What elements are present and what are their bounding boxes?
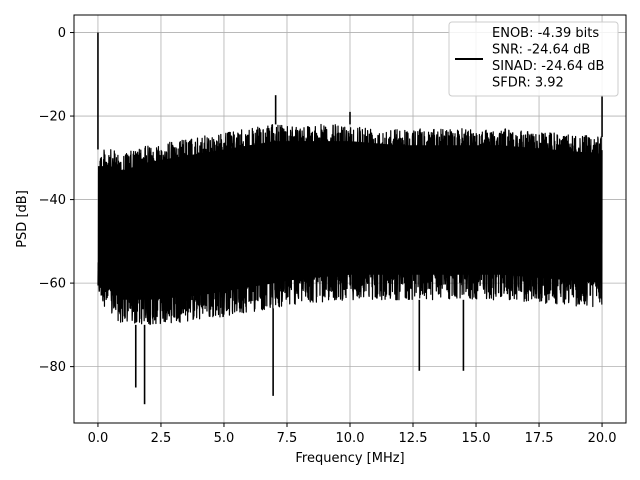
x-tick-label: 12.5	[399, 431, 428, 446]
y-tick-label: 0	[58, 26, 66, 41]
legend: ENOB: -4.39 bits SNR: -24.64 dB SINAD: -…	[448, 21, 619, 97]
legend-sfdr: SFDR: 3.92	[492, 76, 564, 91]
data-layer	[97, 32, 603, 405]
x-tick-label: 15.0	[462, 431, 491, 446]
x-axis-label: Frequency [MHz]	[295, 451, 404, 466]
y-tick-label: −80	[39, 360, 66, 375]
x-tick-label: 20.0	[588, 431, 617, 446]
legend-sinad: SINAD: -24.64 dB	[492, 59, 604, 74]
x-axis: 0.0 2.5 5.0 7.5 10.0 12.5 15.0 17.5 20.0	[88, 423, 617, 446]
x-tick-label: 7.5	[277, 431, 298, 446]
legend-enob: ENOB: -4.39 bits	[492, 26, 599, 41]
legend-box	[448, 21, 619, 97]
y-tick-label: −20	[39, 110, 66, 125]
psd-noise-band	[97, 141, 603, 300]
x-tick-label: 5.0	[214, 431, 235, 446]
x-tick-label: 17.5	[525, 431, 554, 446]
legend-snr: SNR: -24.64 dB	[492, 43, 590, 58]
y-axis-label: PSD [dB]	[15, 190, 30, 248]
x-tick-label: 10.0	[336, 431, 365, 446]
y-axis: 0 −20 −40 −60 −80	[39, 26, 74, 375]
y-tick-label: −60	[39, 277, 66, 292]
x-tick-label: 2.5	[151, 431, 172, 446]
x-tick-label: 0.0	[88, 431, 109, 446]
y-tick-label: −40	[39, 193, 66, 208]
